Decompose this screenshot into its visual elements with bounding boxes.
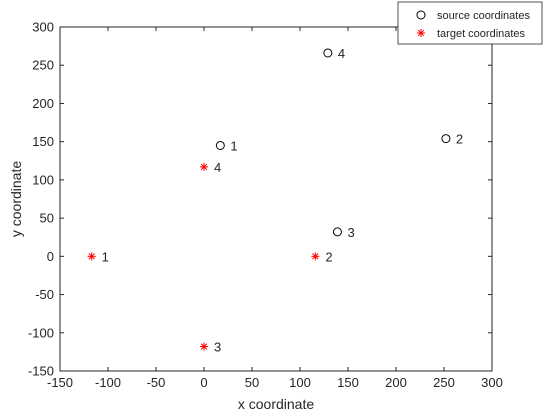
x-tick-label: 100 xyxy=(289,375,311,390)
y-tick-label: 100 xyxy=(32,172,54,187)
legend-marker-target xyxy=(417,29,425,37)
y-axis-title: y coordinate xyxy=(8,161,24,237)
point-label: 1 xyxy=(102,249,109,264)
y-tick-label: 250 xyxy=(32,58,54,73)
y-tick-label: 50 xyxy=(40,211,54,226)
y-tick-label: 300 xyxy=(32,20,54,35)
point-label: 2 xyxy=(456,132,463,147)
legend: source coordinates target coordinates xyxy=(397,1,543,45)
legend-marker-source xyxy=(416,10,426,20)
y-tick-label: 150 xyxy=(32,134,54,149)
plot-area xyxy=(59,26,493,372)
y-tick-label: 200 xyxy=(32,96,54,111)
point-label: 4 xyxy=(338,46,345,61)
legend-label-source: source coordinates xyxy=(437,10,530,22)
legend-box xyxy=(397,1,543,45)
source-point-marker xyxy=(332,227,342,237)
x-tick-label: 250 xyxy=(433,375,455,390)
x-tick-label: -150 xyxy=(47,375,73,390)
point-label: 4 xyxy=(214,160,221,175)
y-tick-label: -100 xyxy=(28,325,54,340)
point-label: 3 xyxy=(347,225,354,240)
x-tick-label: 300 xyxy=(481,375,503,390)
x-tick-label: -100 xyxy=(95,375,121,390)
x-tick-label: -50 xyxy=(147,375,166,390)
y-axis-ticks: -150 -100 -50 0 50 100 150 200 250 300 xyxy=(28,20,492,379)
source-point-marker xyxy=(441,134,451,144)
y-tick-label: -50 xyxy=(35,287,54,302)
x-tick-label: 200 xyxy=(385,375,407,390)
y-tick-label: -150 xyxy=(28,364,54,379)
legend-circle-marker xyxy=(416,10,426,20)
x-tick-label: 50 xyxy=(245,375,259,390)
target-point-marker xyxy=(311,252,320,261)
source-point-marker xyxy=(323,48,333,58)
x-axis-ticks: -150 -100 -50 0 50 100 150 200 250 300 xyxy=(47,27,503,390)
source-point-marker xyxy=(215,140,225,150)
point-label: 1 xyxy=(230,138,237,153)
target-point-marker xyxy=(87,252,96,261)
legend-asterisk-marker xyxy=(417,29,425,37)
x-tick-label: 0 xyxy=(200,375,207,390)
target-point-marker xyxy=(200,162,208,171)
x-tick-label: 150 xyxy=(337,375,359,390)
target-point-marker xyxy=(200,342,208,351)
x-axis-title: x coordinate xyxy=(238,396,314,412)
y-tick-label: 0 xyxy=(47,249,54,264)
legend-label-target: target coordinates xyxy=(437,28,526,40)
point-label: 2 xyxy=(325,249,332,264)
point-label: 3 xyxy=(214,340,221,355)
